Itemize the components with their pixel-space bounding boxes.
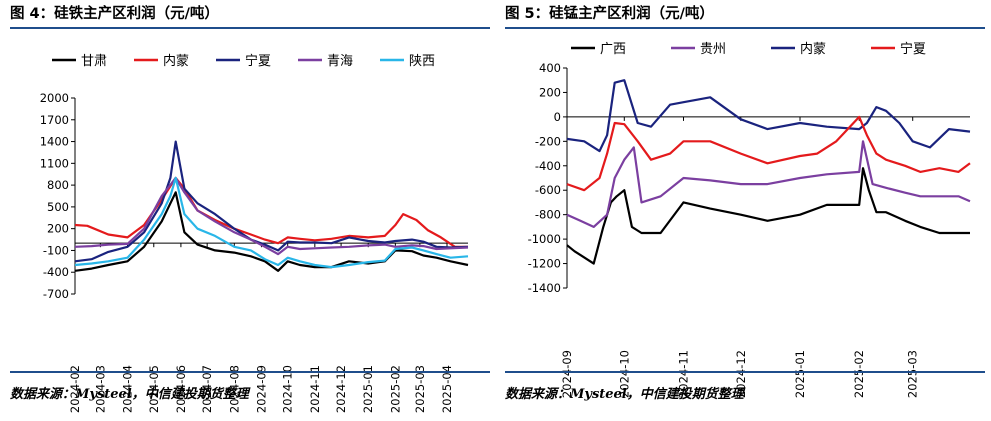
- x-tick-label: 2025-01: [361, 365, 375, 413]
- y-tick-label: -700: [43, 287, 69, 301]
- silicon-manganese-profit-chart: 广西 贵州 内蒙 宁夏 400 200 0 -200 -400 -600 -800 -1000 -120…: [528, 41, 971, 398]
- x-tick-label: 2024-03: [93, 365, 107, 413]
- x-tick-label: 2024-12: [734, 350, 748, 398]
- y-tick-label: 500: [47, 200, 69, 214]
- x-tick-label: 2025-03: [906, 350, 920, 398]
- title-rule: [505, 27, 985, 29]
- legend-label: 内蒙: [800, 41, 826, 57]
- x-tick-label: 2024-12: [334, 365, 348, 413]
- chart-title: 图 4：硅铁主产区利润（元/吨）: [10, 6, 219, 22]
- y-tick-label: 200: [47, 222, 69, 236]
- y-tick-label: 2000: [40, 91, 69, 105]
- y-tick-label: 800: [47, 178, 69, 192]
- series-line-内蒙: [566, 79, 971, 153]
- source-rule: [10, 371, 490, 373]
- y-tick-label: 1400: [40, 135, 69, 149]
- series-line-宁夏: [566, 115, 971, 192]
- x-tick-label: 2024-11: [677, 350, 691, 398]
- legend-label: 内蒙: [163, 53, 189, 69]
- legend-label: 陕西: [409, 54, 435, 69]
- y-tick-label: -600: [535, 183, 561, 197]
- x-tick-label: 2024-06: [174, 365, 188, 413]
- x-tick-label: 2024-08: [227, 365, 241, 413]
- series-line-内蒙: [74, 176, 468, 248]
- data-source: 数据来源：Mysteel，中信建投期货整理: [10, 387, 249, 402]
- x-tick-label: 2024-10: [281, 365, 295, 413]
- y-tick-label: -400: [535, 159, 561, 173]
- x-tick-label: 2025-02: [852, 350, 866, 398]
- x-tick-label: 2024-10: [617, 350, 631, 398]
- silicon-iron-profit-chart: 甘肃 内蒙 宁夏 青海 陕西 2000 1700 1400 1100 800 500 200 -100 -…: [40, 53, 469, 413]
- y-tick-label: -200: [535, 134, 561, 148]
- series-line-陕西: [74, 176, 469, 269]
- x-tick-label: 2025-02: [388, 365, 402, 413]
- series-line-青海: [74, 176, 469, 256]
- chart-title: 图 5：硅锰主产区利润（元/吨）: [505, 6, 714, 22]
- series-line-贵州: [566, 140, 971, 228]
- x-tick-label: 2025-01: [793, 350, 807, 398]
- series-line-甘肃: [74, 191, 469, 272]
- y-tick-label: -1200: [528, 257, 561, 271]
- y-tick-label: 1100: [40, 156, 69, 170]
- x-tick-label: 2024-02: [68, 365, 82, 413]
- legend-label: 青海: [327, 54, 353, 69]
- legend-label: 宁夏: [245, 53, 271, 69]
- x-tick-label: 2024-09: [560, 350, 574, 398]
- x-tick-label: 2024-05: [147, 365, 161, 413]
- x-tick-label: 2024-11: [308, 365, 322, 413]
- x-tick-label: 2024-07: [200, 365, 214, 413]
- chart-panel-silicon-iron: 图 4：硅铁主产区利润（元/吨） 甘肃 内蒙 宁夏 青海 陕西 2000 1700 1400 1…: [10, 0, 490, 421]
- title-rule: [10, 27, 490, 29]
- y-tick-label: 1700: [40, 113, 69, 127]
- x-tick-label: 2025-04: [440, 365, 454, 413]
- legend-label: 广西: [600, 42, 626, 57]
- legend-label: 甘肃: [81, 54, 107, 69]
- x-tick-label: 2024-04: [121, 365, 135, 413]
- y-tick-label: 0: [554, 110, 561, 124]
- y-tick-label: -1000: [528, 232, 561, 246]
- y-tick-label: -100: [43, 243, 69, 257]
- chart-panel-silicon-manganese: 图 5：硅锰主产区利润（元/吨） 广西 贵州 内蒙 宁夏 400 200 0 -200 -400…: [505, 0, 985, 421]
- data-source: 数据来源：Mysteel，中信建投期货整理: [505, 387, 744, 402]
- y-tick-label: -400: [43, 265, 69, 279]
- legend-label: 贵州: [700, 42, 726, 57]
- series-line-宁夏: [74, 140, 469, 263]
- y-tick-label: 400: [539, 61, 561, 75]
- x-tick-label: 2024-09: [254, 365, 268, 413]
- legend-label: 宁夏: [900, 41, 926, 57]
- x-tick-label: 2025-03: [413, 365, 427, 413]
- source-rule: [505, 371, 985, 373]
- y-tick-label: -1400: [528, 281, 561, 295]
- y-tick-label: -800: [535, 208, 561, 222]
- series-line-广西: [566, 167, 970, 265]
- y-tick-label: 200: [539, 85, 561, 99]
